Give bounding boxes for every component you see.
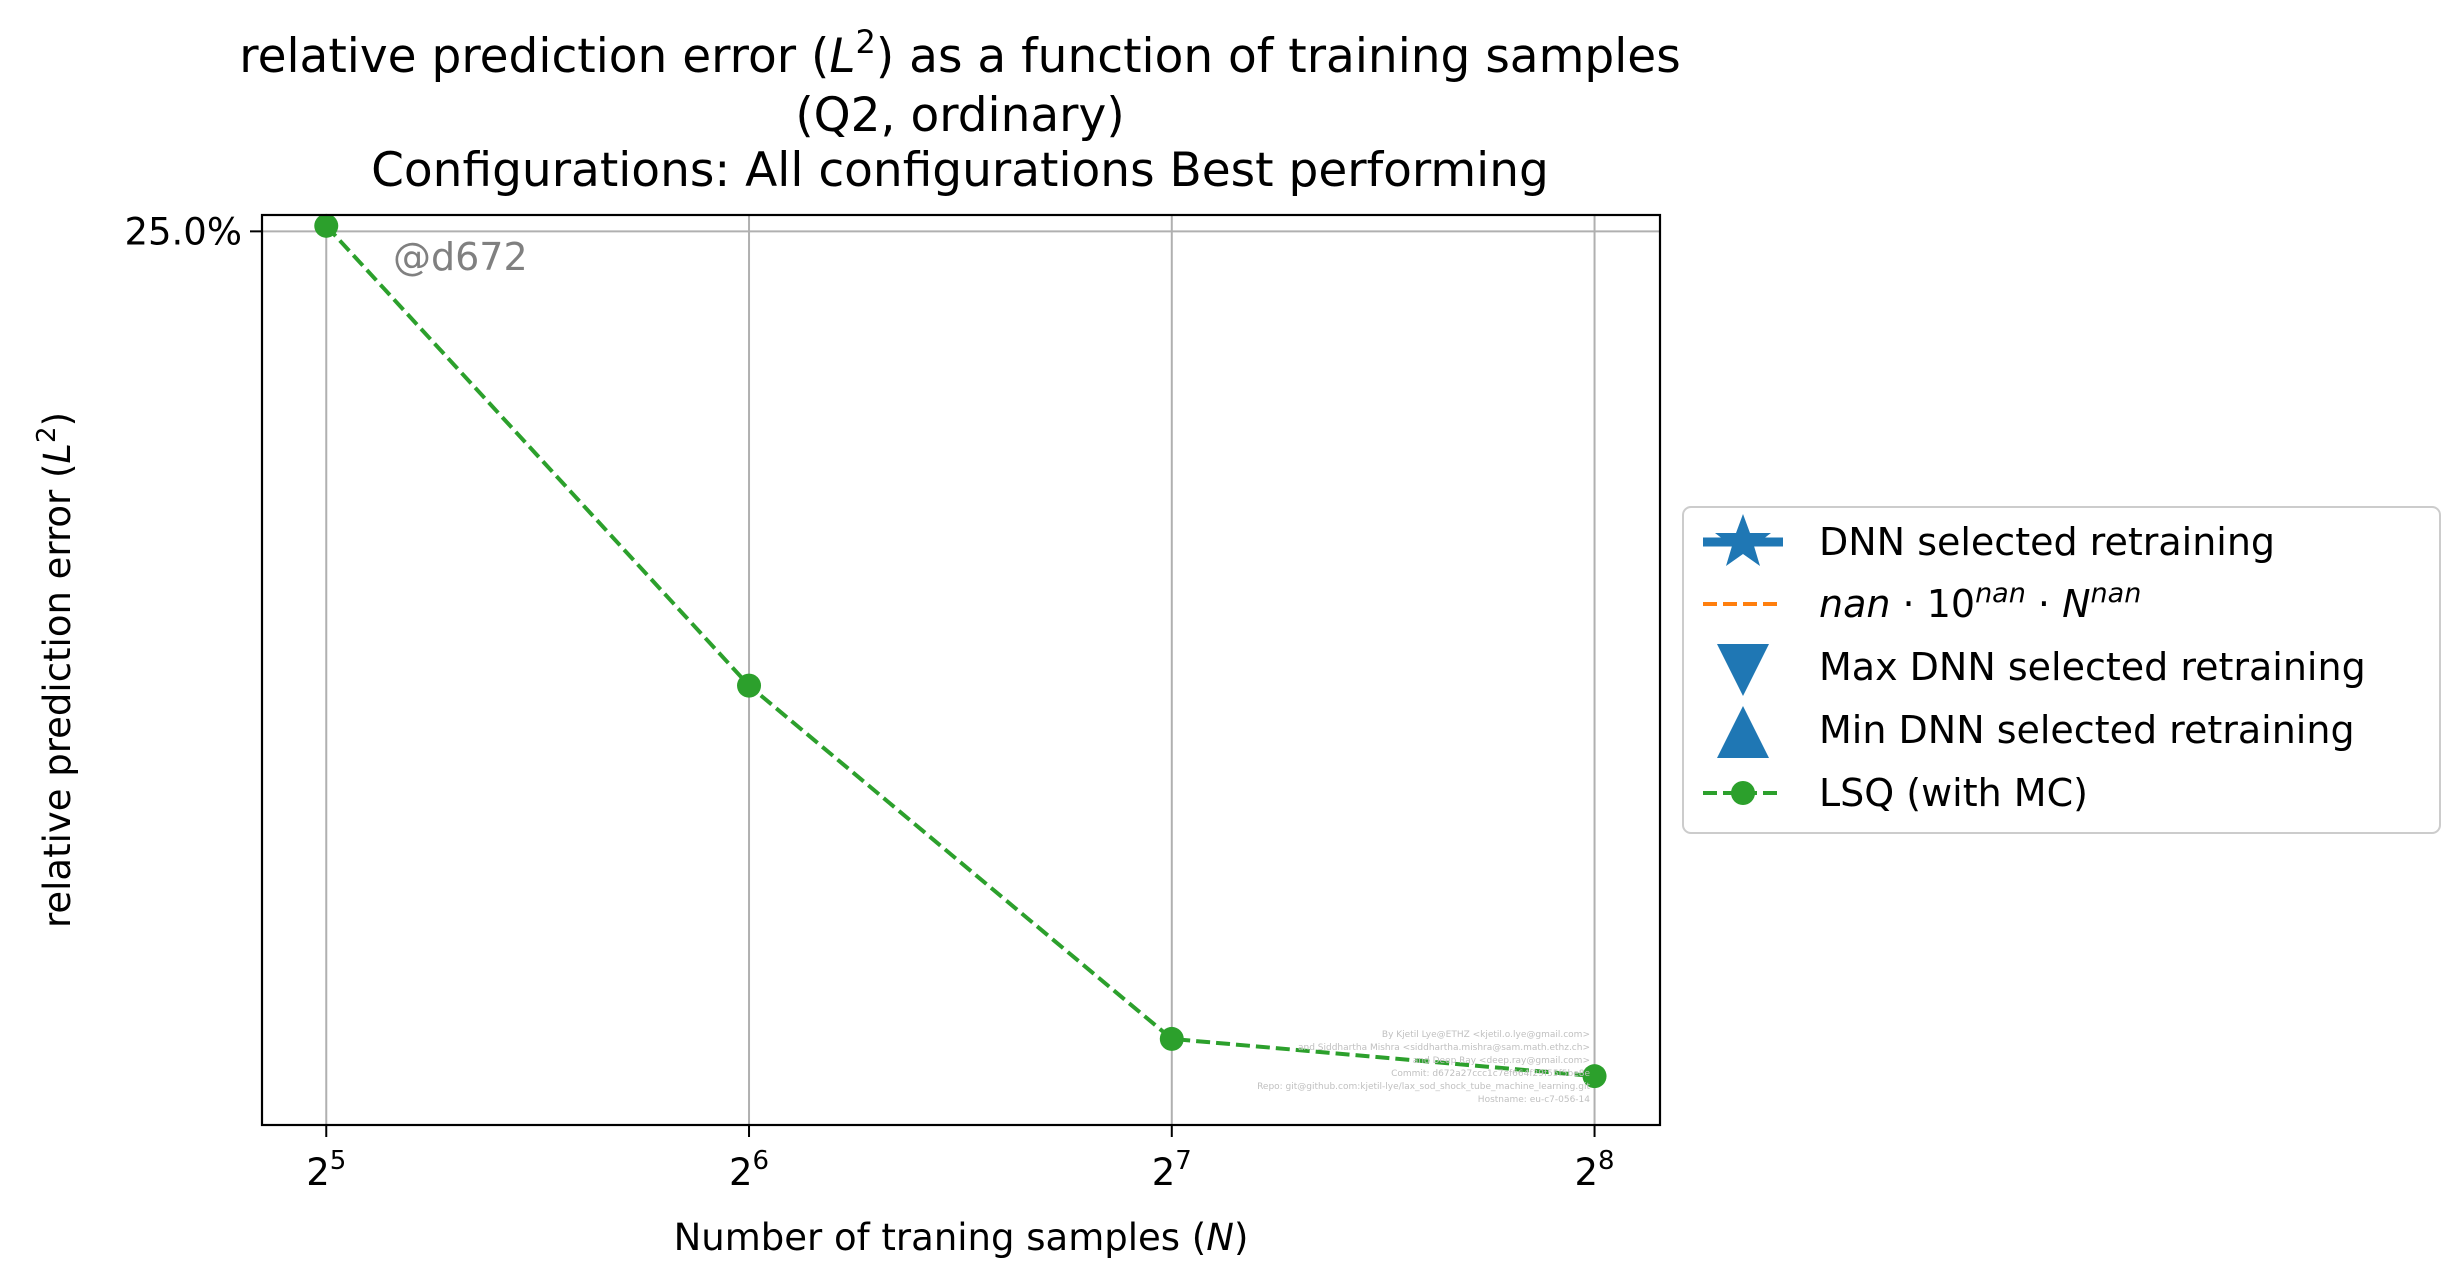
x-tick-base-3: 2 [1575, 1151, 1599, 1194]
legend-entry-fit: nan · 10nan · Nnan [1703, 578, 2141, 627]
star-marker-icon [1715, 514, 1771, 566]
data-point-0-3 [1582, 1064, 1607, 1089]
x-tick-exp-2: 7 [1175, 1146, 1192, 1176]
legend: DNN selected retraining nan · 10nan · Nn… [1682, 506, 2441, 834]
triangle-up-marker-icon [1717, 706, 1769, 758]
legend-label-fit: nan · 10nan · Nnan [1819, 578, 2141, 627]
x-axis-label: Number of traning samples (N) [674, 1216, 1249, 1259]
chart-title-line-3: Configurations: All configurations Best … [371, 143, 1549, 198]
chart-title-line-1: relative prediction error (L2) as a func… [239, 23, 1680, 84]
x-tick-base-2: 2 [1152, 1151, 1176, 1194]
legend-label-min: Min DNN selected retraining [1819, 708, 2355, 752]
data-point-0-1 [737, 673, 762, 698]
series-group [314, 213, 1607, 1089]
data-point-0-0 [314, 213, 339, 238]
x-tick-exp-1: 6 [753, 1146, 770, 1176]
data-point-0-2 [1159, 1026, 1184, 1051]
legend-entry-lsq: LSQ (with MC) [1703, 771, 2088, 815]
legend-box [1682, 506, 2441, 834]
credit-line-6: Hostname: eu-c7-056-14 [1478, 1095, 1590, 1105]
credit-line-1: By Kjetil Lye@ETHZ <kjetil.o.lye@gmail.c… [1382, 1030, 1590, 1040]
grid [262, 215, 1660, 1125]
legend-label-max: Max DNN selected retraining [1819, 645, 2366, 689]
legend-entry-min: Min DNN selected retraining [1717, 706, 2355, 758]
series-line-0 [324, 224, 1595, 1079]
circle-marker-icon [1731, 781, 1755, 805]
triangle-down-marker-icon [1717, 644, 1769, 696]
x-tick-label-2: 27 [1152, 1146, 1192, 1194]
y-axis-label: relative prediction error (L2) [32, 412, 79, 928]
x-tick-base-1: 2 [729, 1151, 753, 1194]
legend-label-dnn: DNN selected retraining [1819, 520, 2275, 564]
x-tick-exp-0: 5 [330, 1146, 347, 1176]
credit-line-5: Repo: git@github.com:kjetil-lye/lax_sod_… [1257, 1082, 1590, 1092]
plot-frame [260, 213, 1662, 1127]
credits-block: By Kjetil Lye@ETHZ <kjetil.o.lye@gmail.c… [1257, 1030, 1590, 1105]
x-tick-exp-3: 8 [1598, 1146, 1615, 1176]
x-tick-base-0: 2 [306, 1151, 330, 1194]
credit-line-2: and Siddhartha Mishra <siddhartha.mishra… [1298, 1043, 1590, 1053]
x-tick-label-0: 25 [306, 1146, 346, 1194]
y-tick-label-0: 25.0% [124, 210, 242, 253]
x-tick-label-3: 28 [1575, 1146, 1615, 1194]
legend-entry-max: Max DNN selected retraining [1717, 644, 2366, 696]
legend-entry-dnn: DNN selected retraining [1703, 514, 2275, 566]
credit-line-4: Commit: d672a27ccc1c7ef664f29f55f5be8e [1391, 1069, 1590, 1079]
watermark: @d672 [393, 235, 528, 279]
x-tick-label-1: 26 [729, 1146, 769, 1194]
credit-line-3: and Deep Ray <deep.ray@gmail.com> [1413, 1056, 1590, 1066]
legend-label-lsq: LSQ (with MC) [1819, 771, 2088, 815]
chart-title-line-2: (Q2, ordinary) [795, 88, 1124, 143]
